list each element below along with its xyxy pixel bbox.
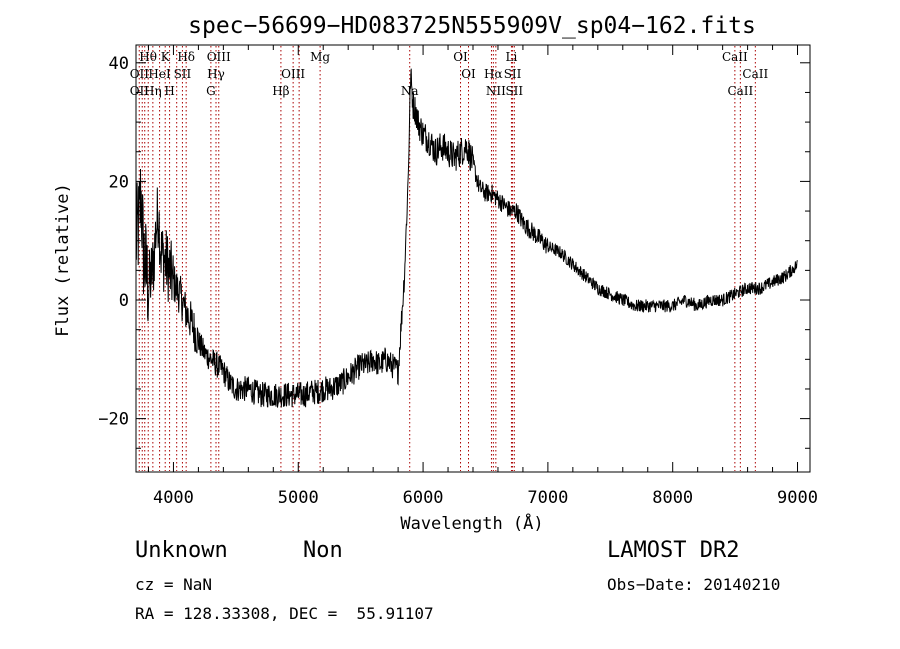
y-tick-label: 0 <box>119 291 129 311</box>
feature-label-9: HeI <box>148 67 171 81</box>
feature-label-24: SII <box>505 84 523 98</box>
spectrum-line <box>135 68 798 408</box>
spectrum-series <box>135 68 798 408</box>
feature-label-23: NII <box>486 84 506 98</box>
x-tick-label: 4000 <box>153 488 194 508</box>
feature-label-12: OIII <box>281 67 305 81</box>
emission-lines <box>138 46 756 471</box>
feature-label-14: Hα <box>484 67 503 81</box>
object-subclass: Non <box>303 538 343 563</box>
chart-title: spec−56699−HD083725N555909V_sp04−162.fit… <box>188 13 756 39</box>
feature-label-17: OII <box>130 84 150 98</box>
survey-name: LAMOST DR2 <box>607 538 740 563</box>
observation-date: Obs−Date: 20140210 <box>607 575 781 594</box>
feature-label-4: Mg <box>310 50 330 64</box>
x-axis-label: Wavelength (Å) <box>400 512 543 534</box>
redshift-readout: cz = NaN <box>135 575 213 594</box>
feature-label-8: OII <box>130 67 150 81</box>
feature-label-3: OIII <box>207 50 231 64</box>
feature-label-20: G <box>206 84 216 98</box>
y-axis: −20 0 20 40 <box>98 54 810 449</box>
y-axis-label: Flux (relative) <box>53 183 73 337</box>
plot-frame <box>135 44 811 473</box>
feature-label-11: Hγ <box>207 67 225 81</box>
y-tick-label: −20 <box>98 410 129 430</box>
feature-label-0: Hθ <box>139 50 157 64</box>
feature-label-2: Hδ <box>177 50 195 64</box>
x-tick-label: 7000 <box>527 488 568 508</box>
x-axis: 4000 5000 6000 7000 8000 9000 <box>147 45 818 508</box>
feature-label-7: CaII <box>722 50 748 64</box>
feature-label-15: SII <box>504 67 522 81</box>
feature-label-18: Hη <box>144 84 162 98</box>
feature-label-5: OI <box>453 50 468 64</box>
feature-label-10: SII <box>174 67 192 81</box>
x-tick-label: 9000 <box>777 488 818 508</box>
feature-label-6: Li <box>506 50 518 64</box>
y-tick-label: 40 <box>109 54 129 74</box>
feature-label-25: CaII <box>727 84 753 98</box>
x-tick-label: 5000 <box>278 488 319 508</box>
object-class: Unknown <box>135 538 228 563</box>
feature-label-21: Hβ <box>272 84 289 98</box>
x-tick-label: 6000 <box>403 488 444 508</box>
x-tick-label: 8000 <box>652 488 693 508</box>
feature-label-16: CaII <box>742 67 768 81</box>
feature-label-19: H <box>164 84 174 98</box>
feature-label-1: K <box>161 50 171 64</box>
coordinates: RA = 128.33308, DEC = 55.91107 <box>135 604 434 623</box>
y-tick-label: 20 <box>109 172 129 192</box>
feature-label-13: OI <box>461 67 476 81</box>
